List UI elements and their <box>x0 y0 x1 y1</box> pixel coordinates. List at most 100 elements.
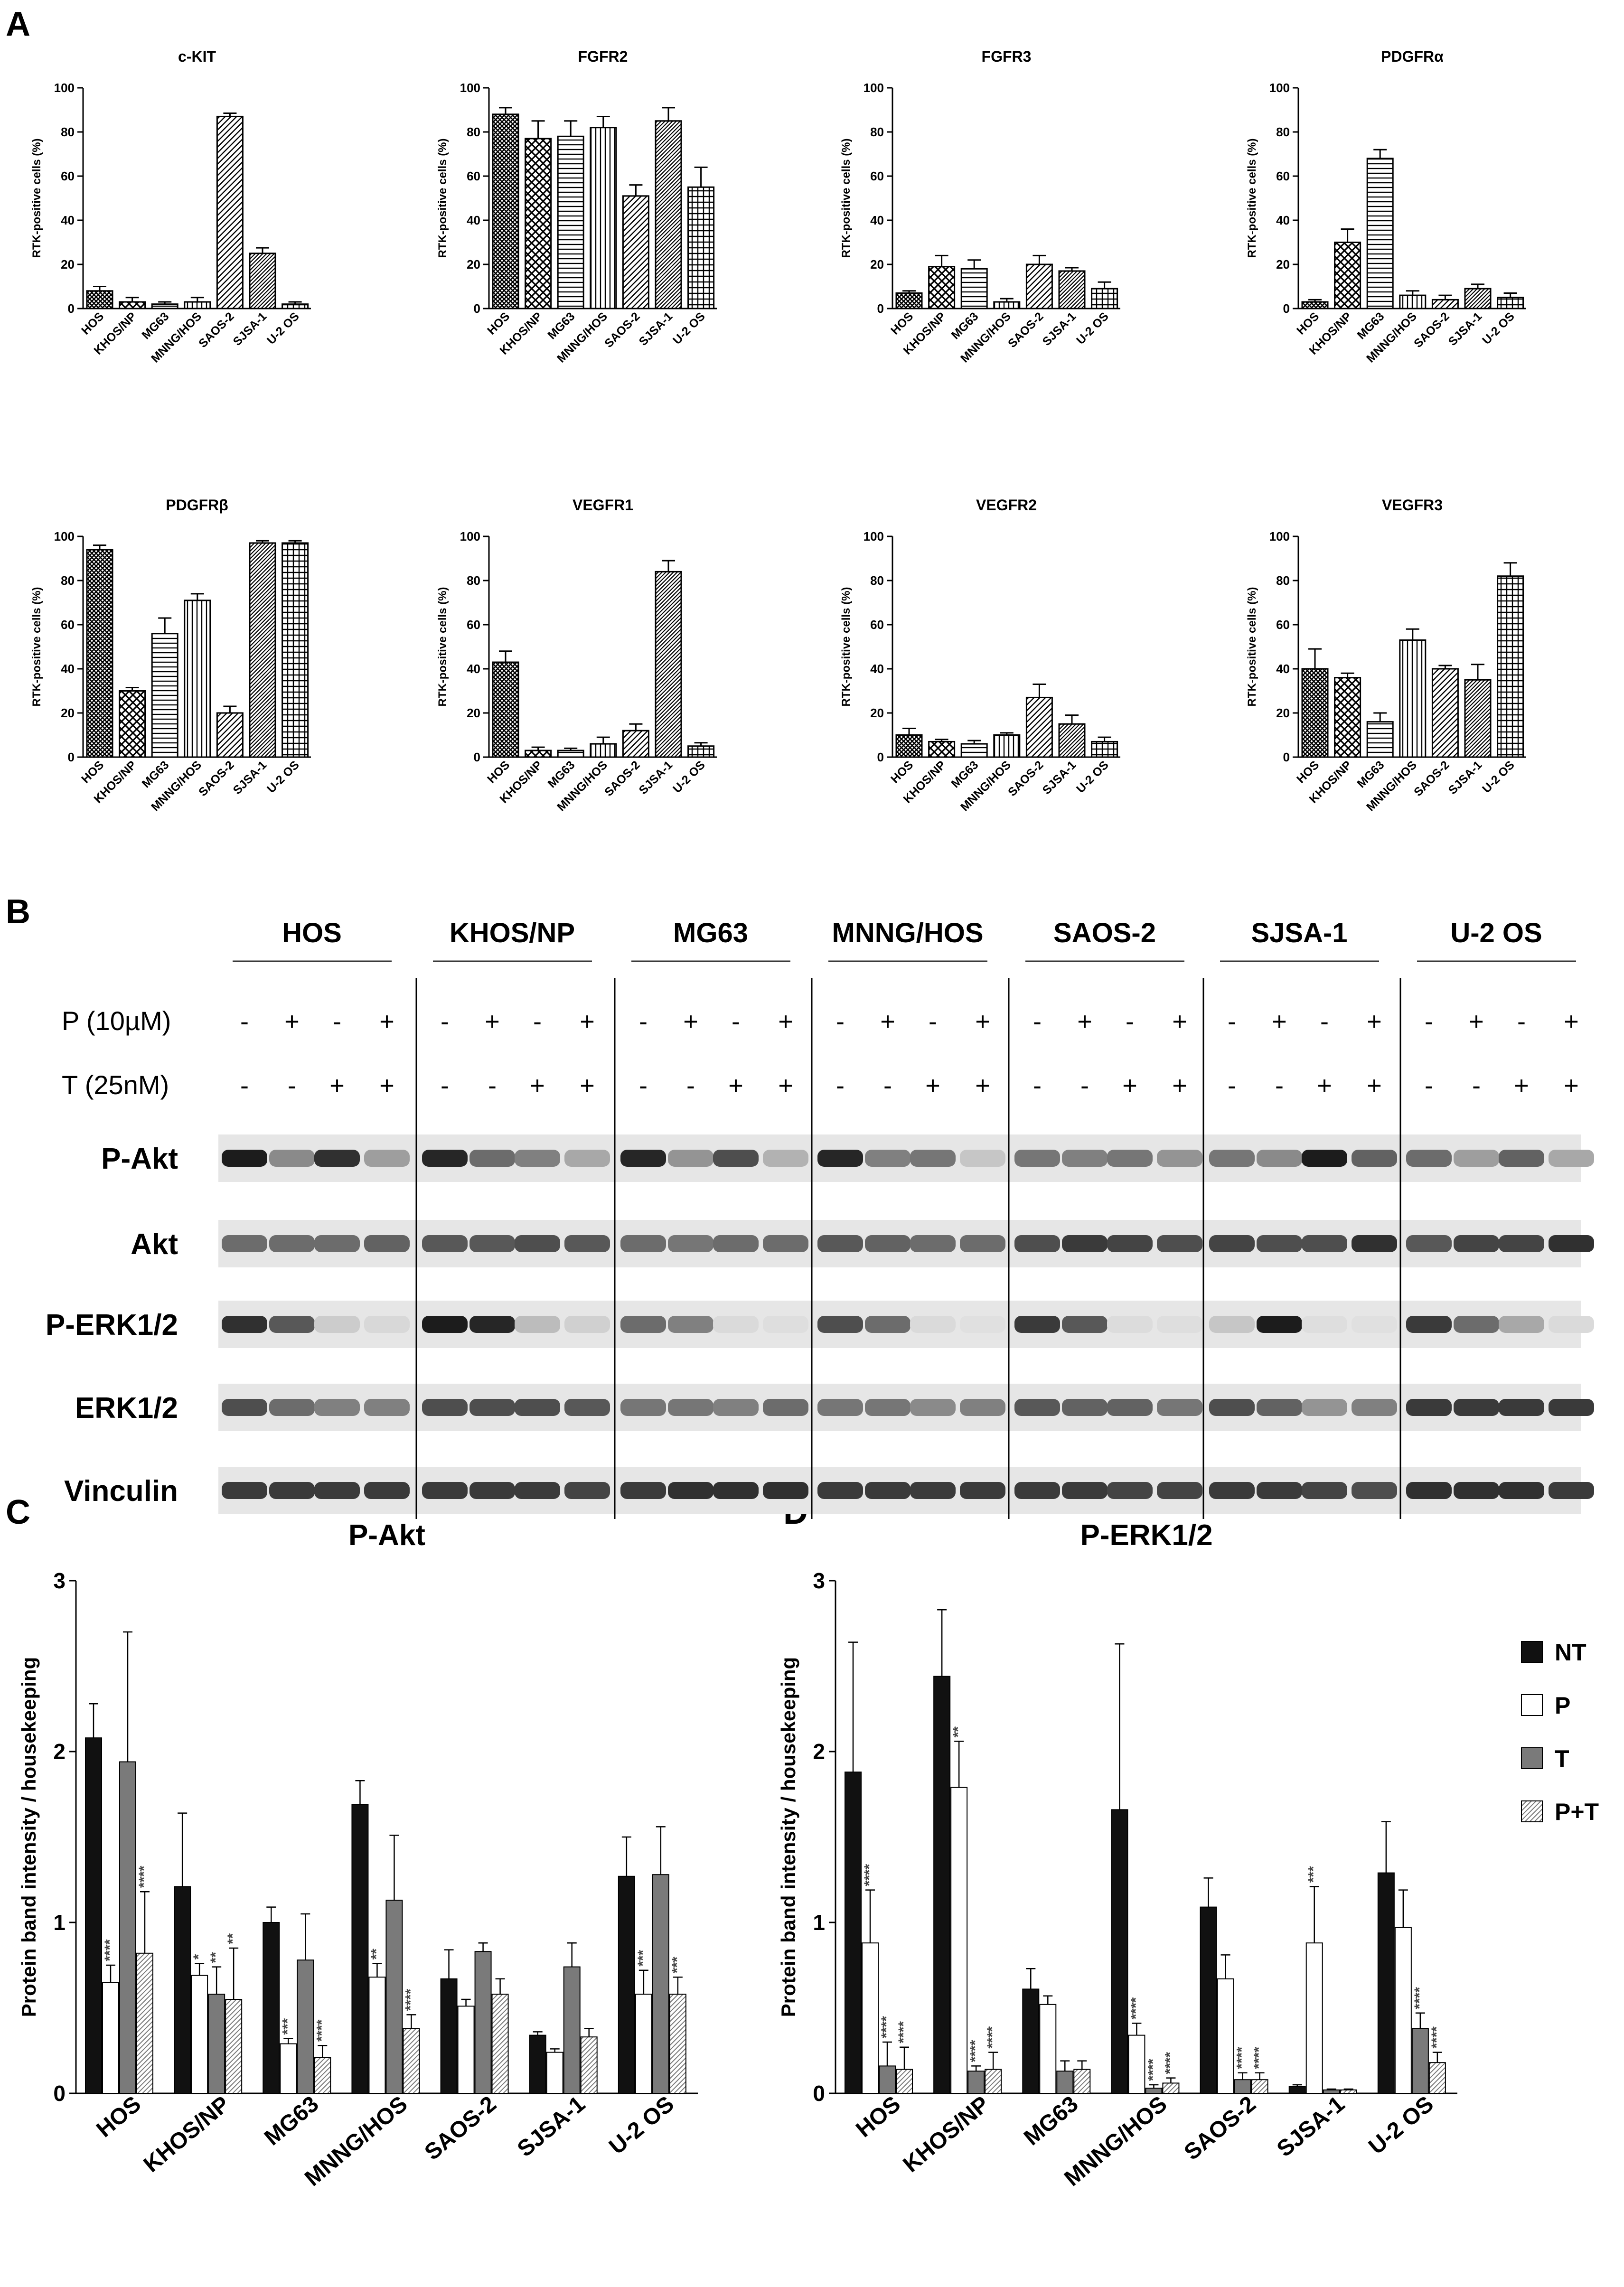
bar-mg63 <box>1366 158 1394 309</box>
blot-band <box>817 1482 863 1499</box>
bar-sjsa-1 <box>1464 679 1492 758</box>
cell-line-mnng-hos: MNNG/HOS <box>832 918 984 948</box>
blot-band <box>1302 1150 1347 1167</box>
bar-u-2-os-nt <box>1377 1872 1395 2094</box>
chart-title: PDGFRα <box>1381 48 1444 65</box>
significance-mark: **** <box>1429 2026 1445 2049</box>
treatment-label: T (25nM) <box>62 1070 169 1100</box>
y-tick-label: 60 <box>61 169 75 183</box>
y-tick-label: 0 <box>68 750 75 764</box>
blot-band <box>1406 1316 1452 1333</box>
blot-band <box>668 1316 713 1333</box>
x-tick-label: SJSA-1 <box>513 2091 590 2162</box>
blot-strip-erk1-2 <box>218 1384 1594 1431</box>
x-tick-label: HOS <box>79 309 106 337</box>
bar-mnng-hos <box>1399 294 1427 309</box>
treatment-sign: - <box>929 1007 937 1036</box>
bar-sjsa-1 <box>1058 270 1086 309</box>
x-tick-label: HOS <box>888 309 916 337</box>
x-tick-label: SAOS-2 <box>1180 2091 1261 2165</box>
chart-title: VEGFR2 <box>976 497 1037 514</box>
blot-band <box>564 1235 610 1252</box>
y-tick-label: 60 <box>1276 618 1290 632</box>
bar-u-2-os-p-t <box>669 1994 686 2094</box>
blot-band <box>1549 1482 1594 1499</box>
treatment-sign: + <box>728 1071 743 1100</box>
bar-hos <box>895 292 923 309</box>
blot-band <box>1406 1399 1452 1416</box>
blot-band <box>1549 1150 1594 1167</box>
blot-band <box>1014 1482 1060 1499</box>
blot-band <box>422 1399 468 1416</box>
treatment-sign: + <box>880 1007 895 1036</box>
y-tick-label: 40 <box>61 662 75 676</box>
blot-band <box>1157 1150 1202 1167</box>
protein-label-erk1-2: ERK1/2 <box>75 1392 178 1425</box>
chart-title: P-ERK1/2 <box>1080 1519 1212 1552</box>
bar-hos <box>492 661 519 758</box>
treatment-sign: - <box>288 1071 296 1100</box>
treatment-sign: - <box>836 1007 845 1036</box>
bar-mg63-nt <box>263 1922 280 2094</box>
cell-line-mg63: MG63 <box>673 918 748 948</box>
significance-mark: ** <box>950 1726 966 1738</box>
blot-band <box>910 1316 956 1333</box>
blot-band <box>1014 1316 1060 1333</box>
blot-band <box>1352 1150 1397 1167</box>
y-tick-label: 40 <box>1276 213 1290 227</box>
significance-mark: **** <box>314 2019 329 2042</box>
bar-sjsa-1 <box>1464 288 1492 309</box>
bar-mnng-hos-t <box>385 1900 403 2094</box>
bar-mg63 <box>151 633 178 758</box>
bar-khos-np-nt <box>174 1886 191 2094</box>
blot-band <box>1062 1316 1108 1333</box>
treatment-sign: + <box>1172 1071 1187 1100</box>
significance-mark: **** <box>985 2026 1000 2049</box>
blot-band <box>1257 1482 1302 1499</box>
bar-mg63 <box>1366 721 1394 758</box>
significance-mark: ** <box>225 1933 241 1944</box>
x-tick-label: SJSA-1 <box>1446 758 1485 797</box>
x-tick-label: U-2 OS <box>604 2091 679 2159</box>
blot-band <box>817 1235 863 1252</box>
bar-khos-np <box>928 266 956 309</box>
y-axis-label: RTK-positive cells (%) <box>30 587 43 706</box>
bar-saos-2-t <box>474 1951 492 2094</box>
blot-band <box>314 1399 360 1416</box>
significance-mark: **** <box>403 1988 418 2011</box>
blot-band <box>1062 1150 1108 1167</box>
treatment-sign: + <box>975 1007 990 1036</box>
y-tick-label: 0 <box>1283 301 1290 316</box>
bar-sjsa-1 <box>249 253 276 309</box>
treatment-sign: - <box>1080 1071 1089 1100</box>
y-tick-label: 0 <box>68 301 75 316</box>
blot-band <box>865 1316 911 1333</box>
panel-c-p-akt-chart: P-Akt Protein band intensity / housekeepi… <box>18 1519 698 2191</box>
y-tick-label: 1 <box>813 1910 825 1935</box>
blot-band <box>1302 1399 1347 1416</box>
rtk-chart-vegfr3: VEGFR3 RTK-positive cells (%) 0 20 40 60 80 100… <box>1246 497 1526 814</box>
x-tick-label: MG63 <box>260 2091 323 2151</box>
cell-line-u-2-os: U-2 OS <box>1450 918 1542 948</box>
bar-khos-np-nt <box>933 1676 951 2094</box>
blot-band <box>222 1316 267 1333</box>
cell-line-sjsa-1: SJSA-1 <box>1251 918 1347 948</box>
x-tick-label: U-2 OS <box>670 758 708 796</box>
legend-label-t: T <box>1555 1745 1569 1772</box>
y-tick-label: 100 <box>1269 529 1290 544</box>
bar-mnng-hos-p <box>368 1977 386 2094</box>
blot-strip-akt <box>218 1220 1594 1267</box>
bar-hos <box>86 290 113 309</box>
y-tick-label: 100 <box>864 81 884 95</box>
bar-mg63-p <box>1039 2004 1057 2094</box>
bar-mg63 <box>557 135 584 309</box>
bar-saos-2-t <box>1234 2079 1251 2094</box>
bar-u-2-os <box>282 542 309 758</box>
bar-mg63 <box>151 303 178 309</box>
blot-band <box>269 1235 315 1252</box>
panel-letter-c: C <box>6 1493 30 1531</box>
blot-band <box>1406 1235 1452 1252</box>
y-tick-label: 80 <box>870 125 884 139</box>
bar-saos-2-nt <box>440 1978 458 2094</box>
blot-band <box>422 1316 468 1333</box>
